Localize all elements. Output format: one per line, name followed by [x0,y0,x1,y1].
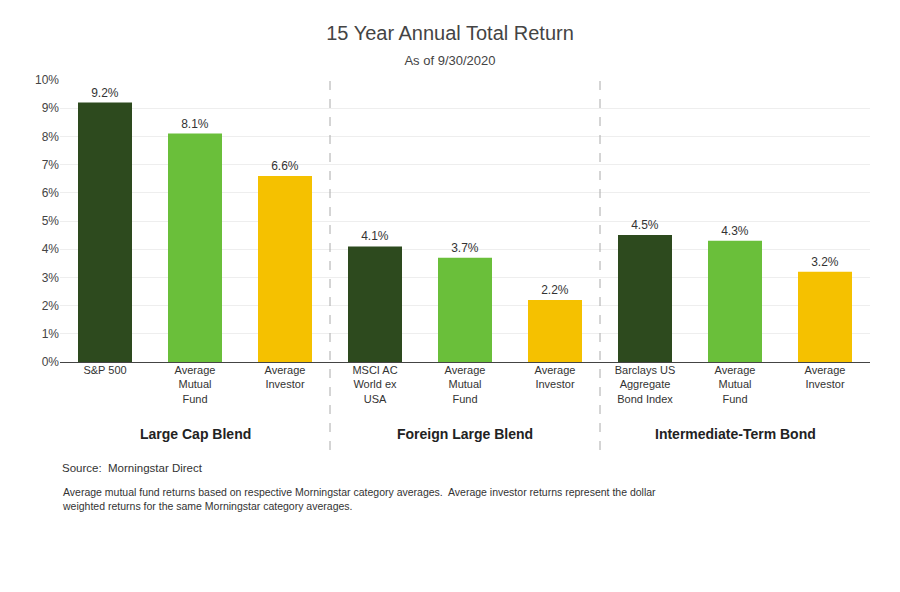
svg-text:8.1%: 8.1% [181,117,209,131]
svg-text:15 Year Annual Total Return: 15 Year Annual Total Return [326,22,574,44]
svg-text:AverageMutualFund: AverageMutualFund [715,364,756,405]
svg-text:9%: 9% [42,101,60,115]
svg-text:6.6%: 6.6% [271,159,299,173]
svg-text:5%: 5% [42,214,60,228]
svg-text:Average mutual fund returns ba: Average mutual fund returns based on res… [62,486,656,512]
svg-text:4.1%: 4.1% [361,229,389,243]
svg-text:3.2%: 3.2% [811,255,839,269]
svg-text:3.7%: 3.7% [451,241,479,255]
svg-text:2%: 2% [42,299,60,313]
svg-text:AverageInvestor: AverageInvestor [535,364,576,390]
svg-text:Large Cap Blend: Large Cap Blend [140,426,251,442]
svg-text:8%: 8% [42,130,60,144]
svg-text:AverageMutualFund: AverageMutualFund [175,364,216,405]
svg-text:S&P 500: S&P 500 [83,364,126,376]
svg-text:AverageInvestor: AverageInvestor [805,364,846,390]
svg-text:1%: 1% [42,327,60,341]
svg-text:Foreign Large Blend: Foreign Large Blend [397,426,533,442]
svg-text:AverageMutualFund: AverageMutualFund [445,364,486,405]
svg-text:4.5%: 4.5% [631,218,659,232]
svg-text:Source: Morningstar Direct: Source: Morningstar Direct [62,462,203,474]
svg-text:9.2%: 9.2% [91,86,119,100]
svg-text:10%: 10% [35,73,59,87]
svg-text:MSCI ACWorld exUSA: MSCI ACWorld exUSA [352,364,397,405]
svg-text:4%: 4% [42,242,60,256]
svg-text:2.2%: 2.2% [541,283,569,297]
svg-text:0%: 0% [42,355,60,369]
svg-text:3%: 3% [42,271,60,285]
svg-text:Barclays USAggregateBond Index: Barclays USAggregateBond Index [615,364,676,405]
svg-text:Intermediate-Term Bond: Intermediate-Term Bond [655,426,816,442]
svg-text:6%: 6% [42,186,60,200]
svg-text:As of 9/30/2020: As of 9/30/2020 [404,53,495,68]
svg-text:7%: 7% [42,158,60,172]
svg-text:AverageInvestor: AverageInvestor [265,364,306,390]
svg-text:4.3%: 4.3% [721,224,749,238]
